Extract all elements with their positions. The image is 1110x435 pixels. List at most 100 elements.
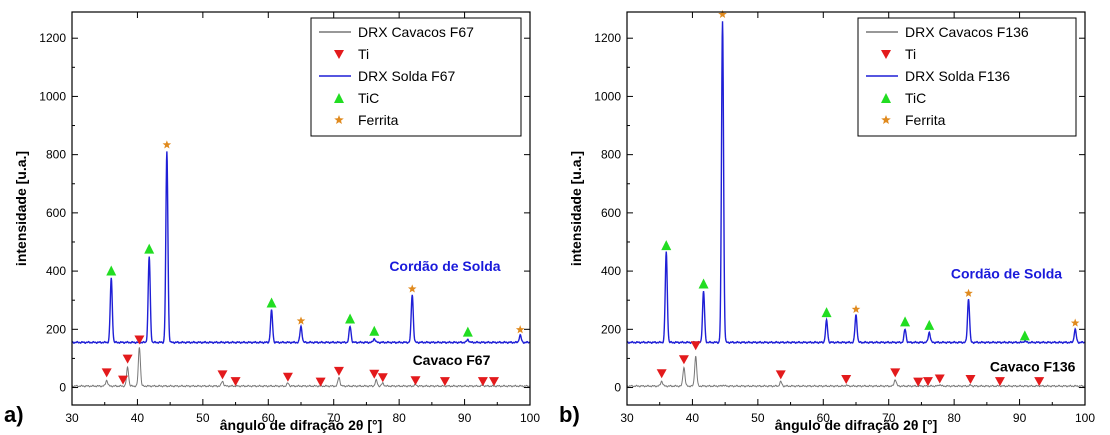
chart-1-y-tick-label: 400 (601, 264, 621, 278)
chart-1-annotation-cavaco: Cavaco F136 (990, 359, 1076, 375)
chart-0-legend-entry-label: DRX Cavacos F67 (358, 24, 474, 40)
chart-1-legend-entry-label: Ferrita (905, 112, 946, 128)
chart-1-ti-marker (890, 368, 901, 378)
xrd-chart-f67: 30 40 50 60 70 80 90 100020040060080010001200ân… (4, 11, 540, 433)
chart-0-x-tick-label: 60 (262, 411, 276, 425)
chart-0-tic-marker (462, 326, 473, 337)
chart-0-legend-entry-label: Ti (358, 46, 369, 62)
chart-panel-a: 30 40 50 60 70 80 90 100 0 200 400 600 800 1000 1200 ân… (4, 11, 540, 433)
chart-0-ti-marker (122, 354, 133, 364)
chart-1-ti-marker (656, 369, 667, 379)
chart-0-ti-marker (439, 377, 450, 387)
chart-0-ti-marker (315, 377, 326, 387)
chart-1-ti-marker (678, 355, 689, 365)
chart-1-annotation-cordao: Cordão de Solda (951, 265, 1062, 281)
chart-0-y-tick-label: 200 (46, 322, 66, 336)
chart-0-panel-label: a) (4, 402, 24, 427)
chart-1-ti-marker (922, 377, 933, 387)
chart-0-y-tick-label: 1000 (39, 89, 66, 103)
chart-0-annotation-cavaco: Cavaco F67 (413, 352, 491, 368)
chart-0-tic-marker (144, 243, 155, 254)
chart-panel-b: 30 40 50 60 70 80 90 100 0 200 400 600 800 1000 1200 ân… (555, 0, 1110, 435)
chart-1-tic-marker (924, 319, 935, 330)
chart-0-series-line-1 (71, 347, 531, 388)
chart-1-legend-swatch-ferrita (881, 115, 891, 125)
chart-1-series-line-0 (626, 21, 1086, 345)
chart-0-ti-marker (230, 377, 241, 387)
chart-1-ferrita-marker (964, 288, 973, 297)
chart-0-ti-marker (333, 366, 344, 376)
chart-0-ferrita-marker (162, 140, 172, 149)
chart-1-panel-label: b) (559, 402, 580, 427)
chart-1-x-tick-label: 90 (1013, 411, 1027, 425)
chart-1-y-tick-label: 800 (601, 148, 621, 162)
chart-0-ti-marker (489, 377, 500, 387)
chart-1-y-tick-label: 600 (601, 206, 621, 220)
chart-0-x-tick-label: 80 (392, 411, 406, 425)
chart-1-legend-swatch-ti (881, 50, 891, 59)
chart-1-x-tick-label: 100 (1075, 411, 1095, 425)
chart-1-tic-marker (821, 307, 832, 318)
chart-1-ferrita-marker (851, 304, 861, 313)
chart-1-ti-marker (1034, 377, 1045, 387)
chart-0-legend-swatch-ferrita (334, 115, 344, 125)
chart-1-x-tick-label: 30 (620, 411, 634, 425)
chart-1-ti-marker (913, 377, 924, 387)
chart-0-legend: DRX Cavacos F67 Ti DRX Solda F67 TiC Ferrita (310, 17, 522, 137)
chart-0-y-tick-label: 0 (59, 381, 66, 395)
chart-0-series-line-0 (71, 151, 531, 345)
chart-1-x-tick-label: 70 (882, 411, 896, 425)
chart-1-legend-entry-label: TiC (905, 90, 926, 106)
chart-0-ti-marker (217, 370, 228, 380)
chart-1-x-tick-label: 50 (751, 411, 765, 425)
chart-1-x-axis-label: ângulo de difração 2θ [°] (775, 417, 938, 433)
chart-0-annotation-cordao: Cordão de Solda (389, 258, 500, 274)
chart-0-tic-marker (345, 313, 356, 324)
chart-0-ferrita-marker (515, 325, 525, 334)
chart-1-x-tick-label: 40 (686, 411, 700, 425)
chart-0-y-tick-label: 400 (46, 264, 66, 278)
chart-0-legend-entry-label: Ferrita (358, 112, 399, 128)
chart-0-x-tick-label: 90 (458, 411, 472, 425)
chart-1-ferrita-marker (1070, 318, 1080, 327)
chart-1-tic-marker (698, 278, 709, 289)
chart-0-x-tick-label: 40 (131, 411, 145, 425)
chart-0-y-tick-label: 1200 (39, 31, 66, 45)
chart-1-legend-swatch-tic (881, 93, 891, 103)
chart-1-legend-entry-label: DRX Cavacos F136 (905, 24, 1029, 40)
chart-0-ti-marker (134, 335, 145, 345)
chart-1-ti-marker (775, 370, 786, 380)
chart-1-ti-marker (934, 374, 945, 384)
chart-0-x-tick-label: 30 (65, 411, 79, 425)
chart-1-series-line-1 (626, 355, 1086, 388)
chart-0-ti-marker (118, 375, 129, 385)
chart-0-tic-marker (369, 325, 380, 336)
chart-1-y-tick-label: 1200 (594, 31, 621, 45)
chart-1-y-tick-label: 200 (601, 322, 621, 336)
chart-1-legend-entry-label: DRX Solda F136 (905, 68, 1010, 84)
chart-0-legend-swatch-ti (334, 50, 344, 59)
chart-0-ti-marker (410, 376, 421, 386)
chart-0-ti-marker (369, 369, 380, 379)
chart-0-ferrita-marker (407, 284, 417, 293)
chart-1-legend-box (857, 17, 1077, 137)
chart-0-tic-marker (266, 297, 277, 308)
chart-1-y-tick-label: 0 (614, 381, 621, 395)
chart-1-tic-marker (661, 240, 672, 251)
xrd-chart-f136: 30 40 50 60 70 80 90 100020040060080010001200ân… (559, 9, 1095, 433)
chart-0-y-axis-label: intensidade [u.a.] (13, 151, 29, 266)
chart-1-ti-marker (690, 341, 701, 351)
chart-0-x-tick-label: 50 (196, 411, 210, 425)
chart-1-x-tick-label: 60 (817, 411, 831, 425)
chart-0-x-tick-label: 70 (327, 411, 341, 425)
chart-0-x-tick-label: 100 (520, 411, 540, 425)
chart-0-ferrita-marker (296, 316, 306, 325)
chart-0-ti-marker (282, 372, 293, 382)
chart-1-tic-marker (1019, 330, 1030, 341)
chart-1-ti-marker (965, 375, 976, 385)
chart-0-legend-entry-label: DRX Solda F67 (358, 68, 455, 84)
chart-0-ti-marker (477, 377, 488, 387)
chart-0-legend-swatch-tic (334, 93, 344, 103)
chart-0-x-axis-label: ângulo de difração 2θ [°] (220, 417, 383, 433)
chart-0-y-tick-label: 600 (46, 206, 66, 220)
